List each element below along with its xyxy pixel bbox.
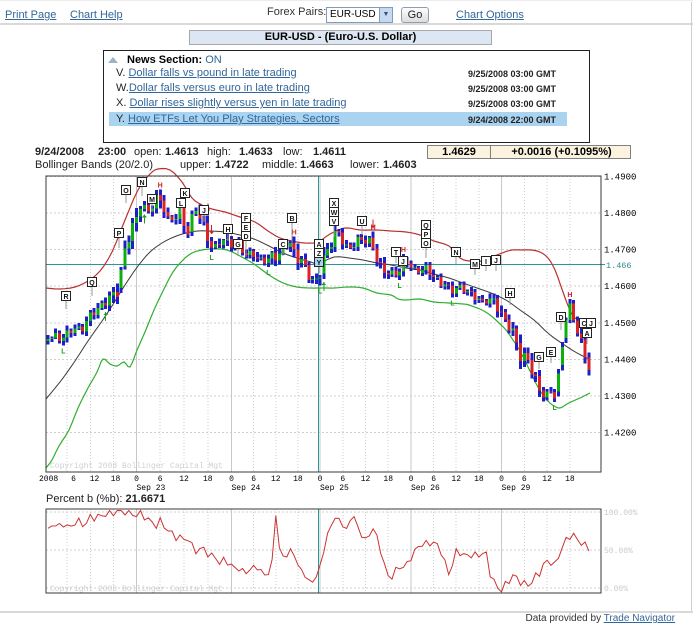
svg-text:L: L <box>553 405 558 412</box>
svg-text:2008: 2008 <box>39 475 58 484</box>
svg-text:Y: Y <box>317 260 322 267</box>
svg-text:T: T <box>394 250 399 257</box>
svg-text:G: G <box>235 242 241 249</box>
svg-text:1.4500: 1.4500 <box>604 319 636 329</box>
svg-text:12: 12 <box>451 475 461 484</box>
svg-text:H: H <box>225 227 230 234</box>
svg-text:1.4900: 1.4900 <box>604 172 636 182</box>
svg-text:12: 12 <box>271 475 281 484</box>
svg-text:1.4400: 1.4400 <box>604 355 636 365</box>
svg-text:1.466: 1.466 <box>606 261 632 271</box>
svg-text:J: J <box>589 321 593 328</box>
svg-text:18: 18 <box>203 475 213 484</box>
svg-text:6: 6 <box>431 475 436 484</box>
svg-text:K: K <box>182 191 187 198</box>
svg-text:O: O <box>123 188 129 195</box>
svg-text:H: H <box>292 229 297 236</box>
svg-text:100.00%: 100.00% <box>604 509 638 518</box>
svg-text:L: L <box>318 289 323 296</box>
svg-text:12: 12 <box>542 475 552 484</box>
svg-text:C: C <box>581 321 586 328</box>
svg-text:1.4800: 1.4800 <box>604 209 636 219</box>
svg-text:6: 6 <box>251 475 256 484</box>
svg-text:J: J <box>401 259 405 266</box>
svg-text:M: M <box>472 262 478 269</box>
svg-text:12: 12 <box>361 475 371 484</box>
svg-text:W: W <box>331 210 338 217</box>
svg-text:18: 18 <box>565 475 575 484</box>
svg-text:18: 18 <box>383 475 393 484</box>
svg-text:Z: Z <box>317 251 322 258</box>
svg-text:18: 18 <box>111 475 121 484</box>
svg-text:12: 12 <box>90 475 100 484</box>
svg-text:D: D <box>243 234 248 241</box>
svg-text:0: 0 <box>134 475 139 484</box>
svg-text:1.4600: 1.4600 <box>604 282 636 292</box>
svg-text:Copyright 2008 Bollinger Capit: Copyright 2008 Bollinger Capital Mgt <box>50 462 223 471</box>
svg-text:O: O <box>423 241 429 248</box>
svg-text:Copyright 2008 Bollinger Capit: Copyright 2008 Bollinger Capital Mgt <box>50 585 223 594</box>
svg-text:6: 6 <box>522 475 527 484</box>
svg-text:1.4700: 1.4700 <box>604 246 636 256</box>
svg-text:E: E <box>244 225 249 232</box>
svg-text:D: D <box>558 315 563 322</box>
svg-text:M: M <box>149 197 155 204</box>
svg-text:I: I <box>485 259 487 266</box>
svg-text:1.4200: 1.4200 <box>604 429 636 439</box>
svg-text:C: C <box>280 242 285 249</box>
svg-text:H: H <box>567 292 572 299</box>
svg-text:L: L <box>210 255 215 262</box>
svg-text:H: H <box>158 183 163 190</box>
svg-text:0.00%: 0.00% <box>604 585 628 594</box>
svg-text:V: V <box>332 219 337 226</box>
svg-text:U: U <box>359 219 364 226</box>
svg-text:N: N <box>139 180 144 187</box>
svg-text:Q: Q <box>423 223 429 230</box>
svg-text:50.00%: 50.00% <box>604 547 633 556</box>
svg-text:P: P <box>424 232 429 239</box>
svg-text:L: L <box>61 348 66 355</box>
svg-text:H: H <box>401 247 406 254</box>
svg-text:P: P <box>117 231 122 238</box>
svg-text:Sep 25: Sep 25 <box>320 484 349 493</box>
svg-text:0: 0 <box>318 475 323 484</box>
svg-text:Q: Q <box>89 280 95 287</box>
svg-text:B: B <box>289 216 294 223</box>
svg-text:6: 6 <box>158 475 163 484</box>
svg-text:Sep 24: Sep 24 <box>232 484 261 493</box>
svg-text:A: A <box>316 242 321 249</box>
svg-text:Sep 23: Sep 23 <box>137 484 166 493</box>
svg-text:Sep 29: Sep 29 <box>502 484 531 493</box>
svg-text:L: L <box>397 283 402 290</box>
svg-text:6: 6 <box>71 475 76 484</box>
svg-text:L: L <box>179 201 184 208</box>
svg-text:L: L <box>450 301 455 308</box>
svg-text:H: H <box>507 291 512 298</box>
svg-text:6: 6 <box>340 475 345 484</box>
svg-text:F: F <box>244 216 249 223</box>
svg-text:L: L <box>266 270 271 277</box>
svg-text:18: 18 <box>474 475 484 484</box>
svg-text:R: R <box>63 294 68 301</box>
svg-text:J: J <box>202 208 206 215</box>
svg-text:0: 0 <box>229 475 234 484</box>
svg-text:0: 0 <box>499 475 504 484</box>
svg-text:1.4300: 1.4300 <box>604 392 636 402</box>
svg-text:J: J <box>494 258 498 265</box>
svg-text:0: 0 <box>409 475 414 484</box>
svg-text:Sep 26: Sep 26 <box>411 484 440 493</box>
svg-text:N: N <box>453 250 458 257</box>
svg-text:G: G <box>536 355 542 362</box>
svg-text:18: 18 <box>293 475 303 484</box>
svg-text:A: A <box>584 331 589 338</box>
svg-text:12: 12 <box>179 475 189 484</box>
svg-text:E: E <box>549 350 554 357</box>
svg-text:X: X <box>332 201 337 208</box>
